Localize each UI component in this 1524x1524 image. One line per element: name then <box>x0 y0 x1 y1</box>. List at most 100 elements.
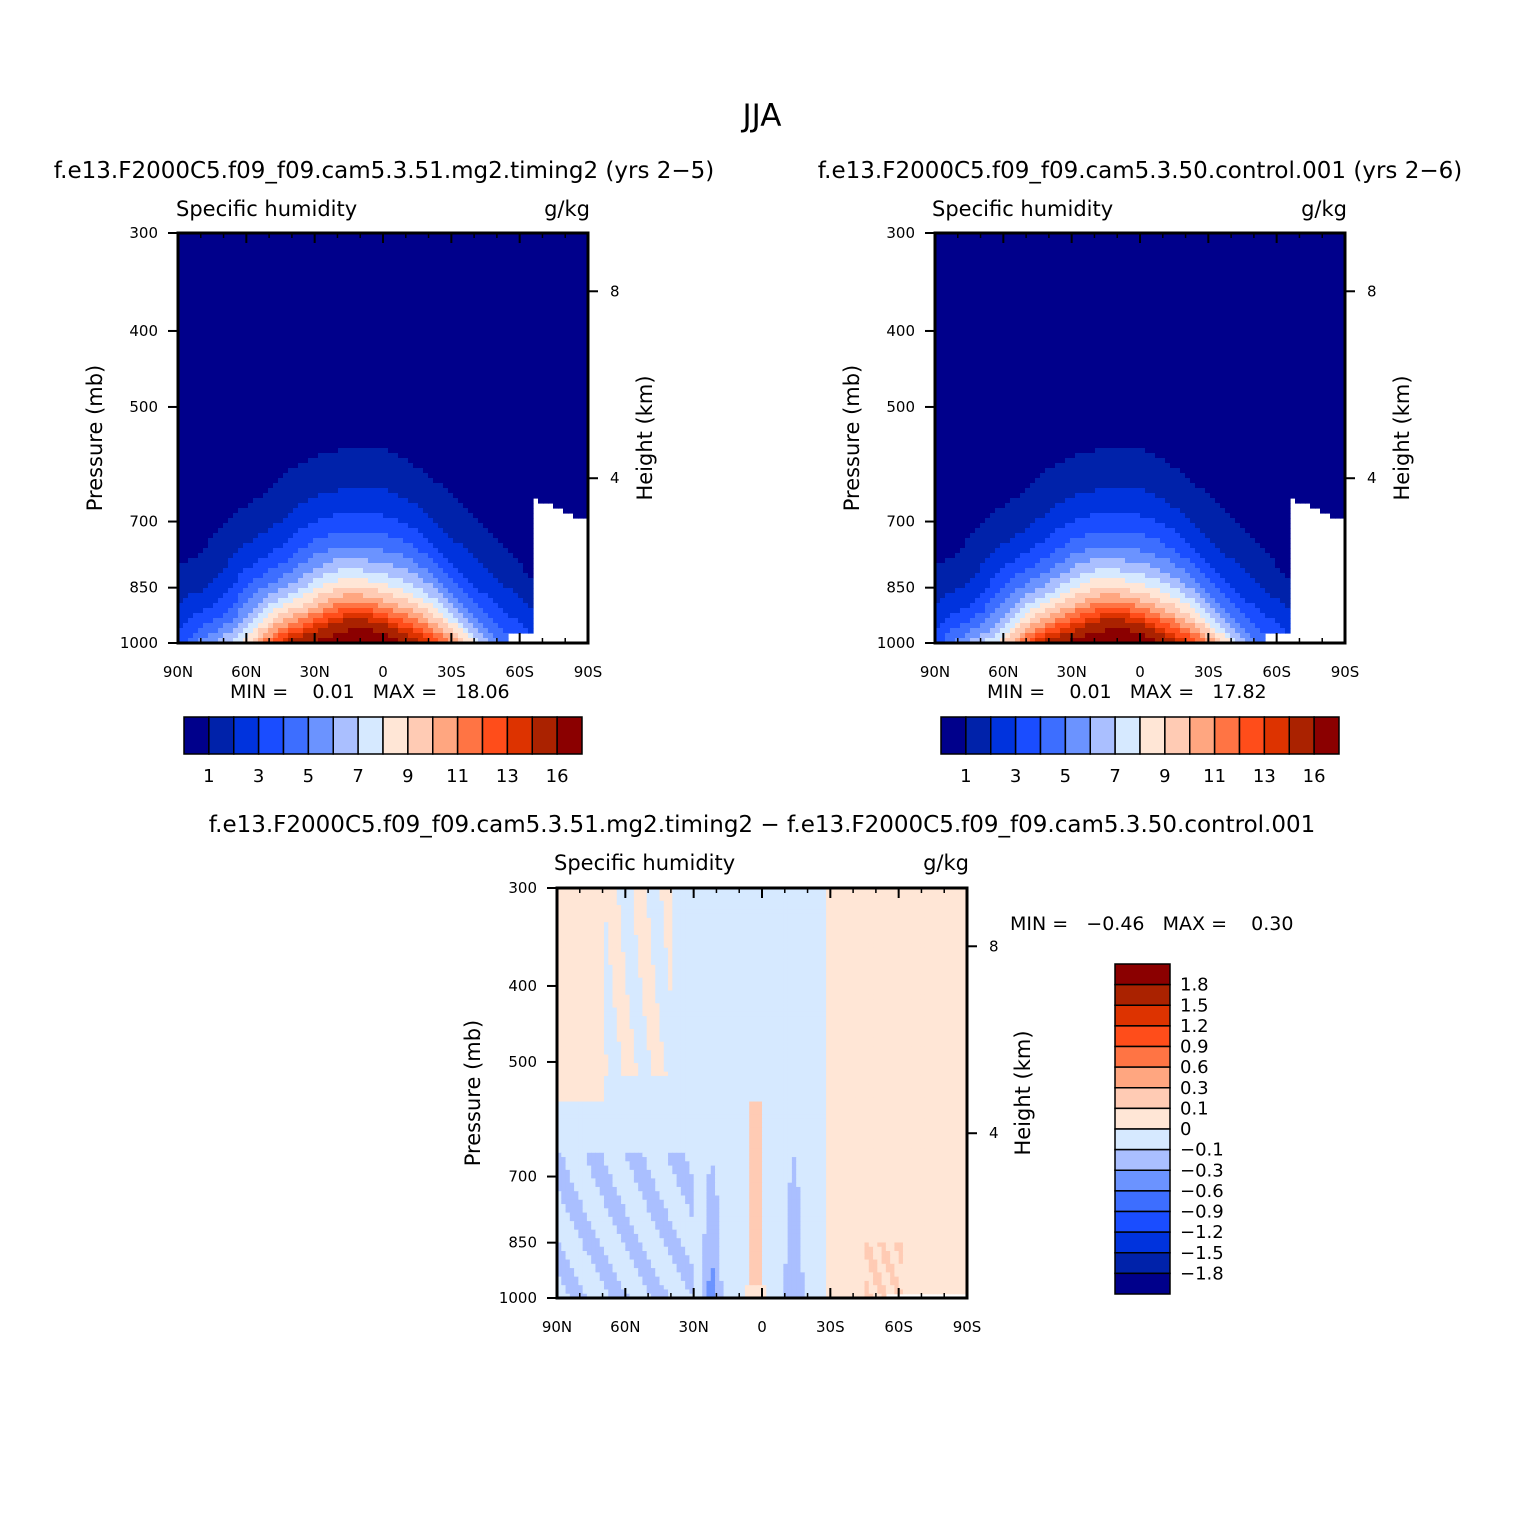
contour-cell <box>193 393 199 399</box>
contour-cell <box>393 528 399 534</box>
contour-cell <box>333 323 339 329</box>
contour-cell <box>428 528 434 534</box>
contour-cell <box>268 363 274 369</box>
contour-cell <box>433 528 439 534</box>
contour-cell <box>188 248 194 254</box>
contour-cell <box>223 263 229 269</box>
contour-cell <box>253 408 259 414</box>
contour-cell <box>513 263 519 269</box>
contour-cell <box>258 513 264 519</box>
contour-cell <box>273 348 279 354</box>
contour-cell <box>273 398 279 404</box>
contour-cell <box>398 498 404 504</box>
contour-cell <box>183 378 189 384</box>
contour-cell <box>423 263 429 269</box>
contour-cell <box>523 488 529 494</box>
contour-cell <box>523 468 529 474</box>
contour-cell <box>343 258 349 264</box>
contour-cell <box>398 383 404 389</box>
contour-cell <box>568 348 574 354</box>
contour-cell <box>323 483 329 489</box>
contour-cell <box>328 358 334 364</box>
contour-cell <box>348 468 354 474</box>
contour-cell <box>503 433 509 439</box>
contour-cell <box>273 258 279 264</box>
contour-cell <box>528 438 534 444</box>
contour-cell <box>198 463 204 469</box>
contour-cell <box>463 353 469 359</box>
contour-cell <box>238 308 244 314</box>
contour-cell <box>273 428 279 434</box>
contour-cell <box>238 433 244 439</box>
contour-cell <box>278 248 284 254</box>
contour-cell <box>438 358 444 364</box>
contour-cell <box>413 348 419 354</box>
contour-cell <box>533 373 539 379</box>
contour-cell <box>298 368 304 374</box>
contour-cell <box>393 428 399 434</box>
contour-cell <box>363 373 369 379</box>
contour-cell <box>503 243 509 249</box>
contour-cell <box>553 358 559 364</box>
contour-cell <box>363 318 369 324</box>
contour-cell <box>263 323 269 329</box>
contour-cell <box>333 518 339 524</box>
contour-cell <box>508 338 514 344</box>
contour-cell <box>513 408 519 414</box>
contour-cell <box>233 403 239 409</box>
contour-cell <box>223 373 229 379</box>
contour-cell <box>183 463 189 469</box>
contour-cell <box>323 258 329 264</box>
contour-cell <box>438 423 444 429</box>
contour-cell <box>468 263 474 269</box>
contour-cell <box>538 428 544 434</box>
contour-cell <box>313 488 319 494</box>
contour-cell <box>443 238 449 244</box>
contour-cell <box>278 528 284 534</box>
contour-cell <box>573 448 579 454</box>
contour-cell <box>328 313 334 319</box>
contour-cell <box>493 283 499 289</box>
contour-cell <box>283 248 289 254</box>
contour-cell <box>493 308 499 314</box>
contour-cell <box>558 503 564 509</box>
contour-cell <box>263 393 269 399</box>
contour-cell <box>268 263 274 269</box>
contour-cell <box>563 348 569 354</box>
contour-cell <box>258 323 264 329</box>
contour-cell <box>573 268 579 274</box>
contour-cell <box>378 333 384 339</box>
contour-cell <box>433 503 439 509</box>
contour-cell <box>263 538 269 544</box>
contour-cell <box>318 398 324 404</box>
contour-cell <box>513 488 519 494</box>
contour-cell <box>393 298 399 304</box>
contour-cell <box>188 268 194 274</box>
contour-cell <box>328 533 334 539</box>
contour-cell <box>228 238 234 244</box>
contour-cell <box>263 518 269 524</box>
contour-cell <box>498 368 504 374</box>
contour-cell <box>318 503 324 509</box>
contour-cell <box>473 408 479 414</box>
contour-cell <box>183 523 189 529</box>
contour-cell <box>573 343 579 349</box>
contour-cell <box>493 413 499 419</box>
contour-cell <box>543 463 549 469</box>
contour-cell <box>248 428 254 434</box>
contour-cell <box>273 378 279 384</box>
contour-cell <box>523 393 529 399</box>
contour-cell <box>318 458 324 464</box>
contour-cell <box>388 308 394 314</box>
contour-cell <box>283 303 289 309</box>
contour-cell <box>483 533 489 539</box>
contour-cell <box>298 393 304 399</box>
contour-cell <box>373 538 379 544</box>
contour-cell <box>333 338 339 344</box>
contour-cell <box>398 518 404 524</box>
contour-cell <box>548 433 554 439</box>
contour-cell <box>418 368 424 374</box>
contour-cell <box>248 438 254 444</box>
contour-cell <box>528 523 534 529</box>
contour-cell <box>288 303 294 309</box>
